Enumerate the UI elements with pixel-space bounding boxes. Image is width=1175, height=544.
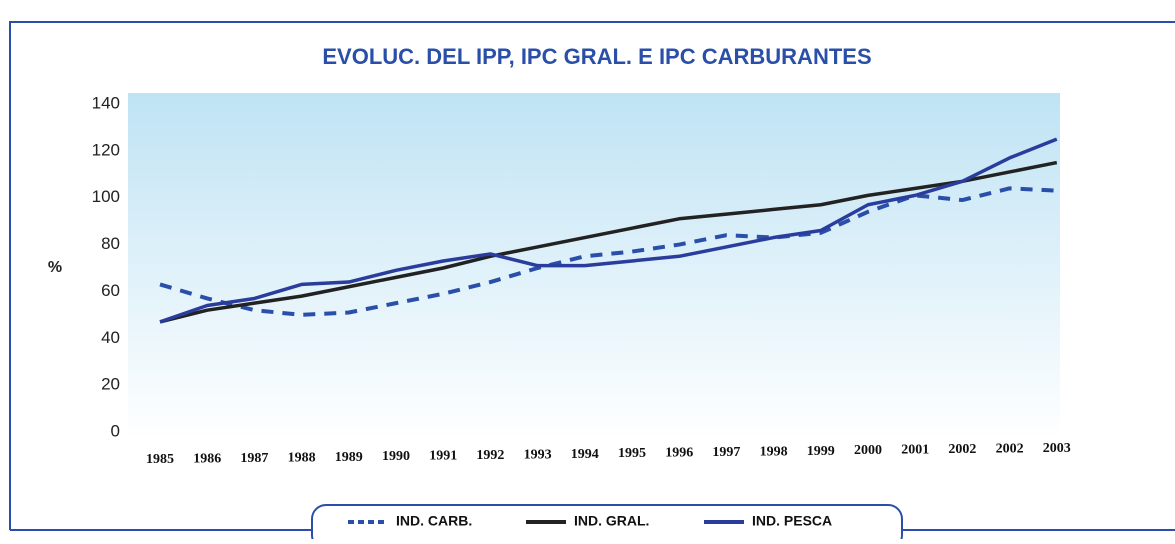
x-tick-label: 2002 <box>996 441 1024 456</box>
legend-label: IND. PESCA <box>752 513 832 529</box>
x-tick-label: 2002 <box>948 442 976 457</box>
x-tick-label: 1995 <box>618 446 646 461</box>
y-tick-label: 20 <box>101 375 120 394</box>
x-tick-label: 1998 <box>760 444 788 459</box>
x-tick-label: 1994 <box>571 447 599 462</box>
y-tick-label: 100 <box>92 187 120 206</box>
x-tick-label: 1992 <box>476 448 504 463</box>
chart-title: EVOLUC. DEL IPP, IPC GRAL. E IPC CARBURA… <box>322 44 871 69</box>
line-series <box>159 160 1058 324</box>
y-tick-label: 120 <box>92 140 120 159</box>
x-tick-label: 1986 <box>193 452 221 467</box>
x-tick-label: 2000 <box>854 443 882 458</box>
x-tick-label: 2003 <box>1043 441 1071 456</box>
legend-label: IND. CARB. <box>396 513 472 529</box>
y-tick-label: 80 <box>101 234 120 253</box>
y-tick-label: 0 <box>111 421 120 440</box>
legend-label: IND. GRAL. <box>574 513 649 529</box>
x-tick-label: 2001 <box>901 443 929 458</box>
x-tick-label: 1999 <box>807 444 835 459</box>
x-tick-label: 1997 <box>712 445 740 460</box>
legend-box <box>311 504 903 544</box>
x-tick-label: 1991 <box>429 449 457 464</box>
y-tick-label: 140 <box>92 93 120 112</box>
frame <box>9 21 1175 530</box>
x-tick-label: 1990 <box>382 449 410 464</box>
x-tick-label: 1987 <box>240 451 268 466</box>
x-tick-label: 1985 <box>146 452 174 467</box>
x-tick-label: 1993 <box>524 447 552 462</box>
x-tick-label: 1988 <box>288 450 316 465</box>
line-series <box>159 137 1058 324</box>
y-axis-label: % <box>48 259 62 276</box>
y-tick-label: 40 <box>101 328 120 347</box>
y-tick-label: 60 <box>101 281 120 300</box>
x-tick-label: 1989 <box>335 450 363 465</box>
x-tick-label: 1996 <box>665 446 693 461</box>
